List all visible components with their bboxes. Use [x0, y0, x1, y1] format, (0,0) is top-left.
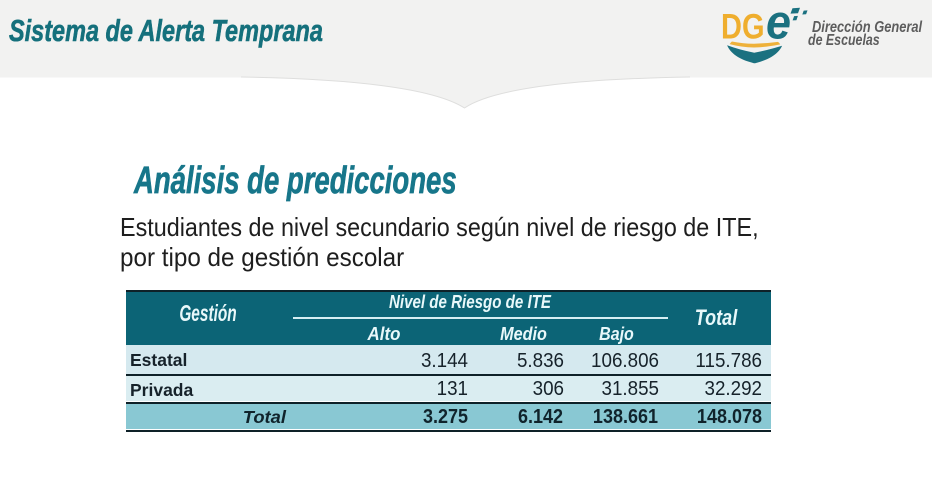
- svg-text:e: e: [766, 0, 791, 49]
- svg-text:DG: DG: [721, 7, 765, 46]
